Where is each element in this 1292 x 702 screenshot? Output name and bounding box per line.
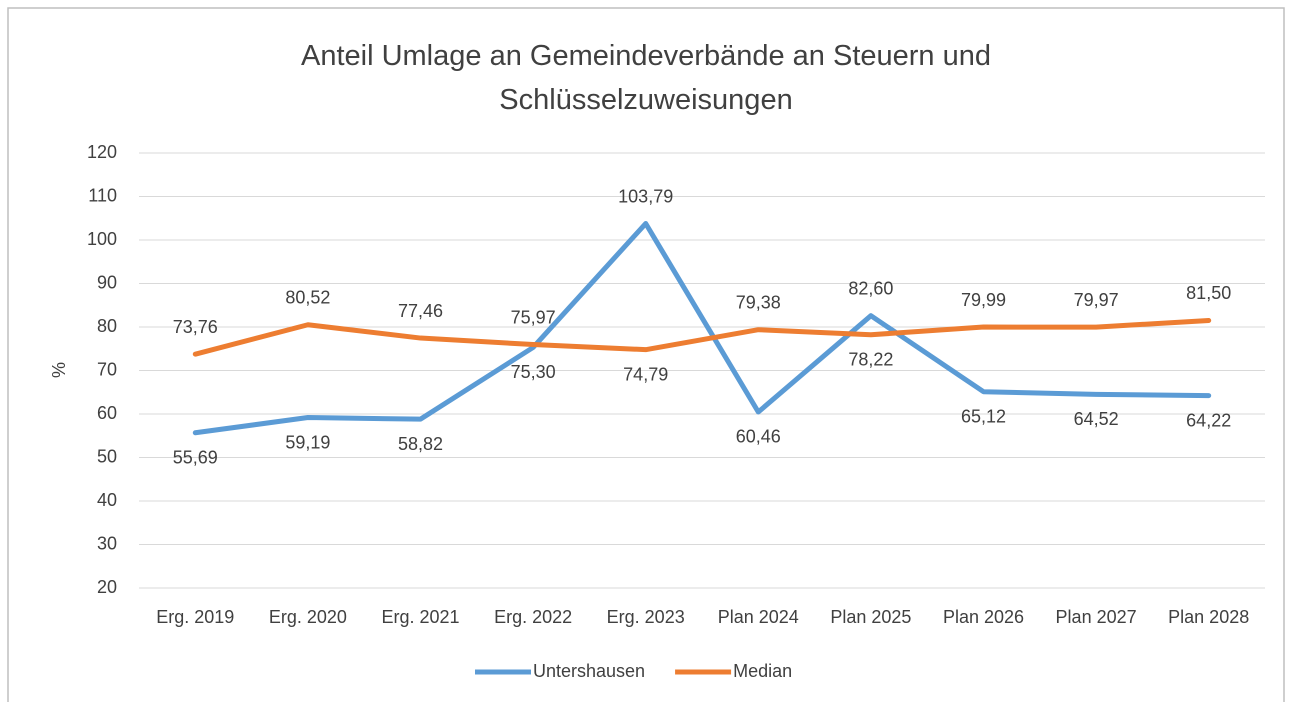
x-tick-label: Plan 2027 (1056, 607, 1137, 627)
y-tick-label: 120 (87, 142, 117, 162)
data-label: 78,22 (848, 349, 893, 369)
chart-border (7, 7, 1285, 702)
chart-title: Anteil Umlage an Gemeindeverbände an Ste… (300, 40, 991, 116)
data-label: 79,38 (736, 292, 781, 312)
x-tick-label: Plan 2025 (830, 607, 911, 627)
y-tick-label: 110 (88, 185, 117, 205)
x-tick-label: Erg. 2020 (269, 607, 347, 627)
x-tick-label: Erg. 2023 (607, 607, 685, 627)
data-label: 75,30 (511, 362, 556, 382)
y-tick-label: 100 (87, 229, 117, 249)
data-label: 74,79 (623, 364, 668, 384)
data-label: 82,60 (848, 278, 893, 298)
x-tick-label: Plan 2024 (718, 607, 799, 627)
data-label: 80,52 (285, 287, 330, 307)
x-tick-label: Plan 2028 (1168, 607, 1249, 627)
y-tick-label: 60 (97, 403, 117, 423)
data-label: 73,76 (173, 317, 218, 337)
y-axis-label: % (49, 362, 69, 378)
legend-label: Median (733, 661, 792, 681)
data-label: 77,46 (398, 301, 443, 321)
x-tick-label: Erg. 2021 (381, 607, 459, 627)
y-tick-label: 50 (97, 446, 117, 466)
y-tick-label: 80 (97, 316, 117, 336)
data-label: 65,12 (961, 406, 1006, 426)
data-label: 64,22 (1186, 410, 1231, 430)
legend-label: Untershausen (533, 661, 645, 681)
series-line (192, 317, 1212, 357)
data-label: 64,52 (1074, 409, 1119, 429)
y-tick-label: 20 (97, 577, 117, 597)
data-label: 55,69 (173, 447, 218, 467)
y-tick-label: 30 (97, 533, 117, 553)
data-label: 79,99 (961, 290, 1006, 310)
x-tick-label: Erg. 2019 (156, 607, 234, 627)
data-label: 75,97 (511, 307, 556, 327)
series-line (192, 221, 1212, 436)
y-tick-label: 40 (97, 490, 117, 510)
x-tick-label: Erg. 2022 (494, 607, 572, 627)
x-tick-label: Plan 2026 (943, 607, 1024, 627)
y-tick-label: 70 (97, 359, 117, 379)
data-label: 60,46 (736, 427, 781, 447)
y-tick-label: 90 (97, 272, 117, 292)
data-label: 103,79 (618, 186, 673, 206)
data-label: 59,19 (285, 432, 330, 452)
data-label: 79,97 (1074, 290, 1119, 310)
data-label: 58,82 (398, 434, 443, 454)
data-label: 81,50 (1186, 283, 1231, 303)
